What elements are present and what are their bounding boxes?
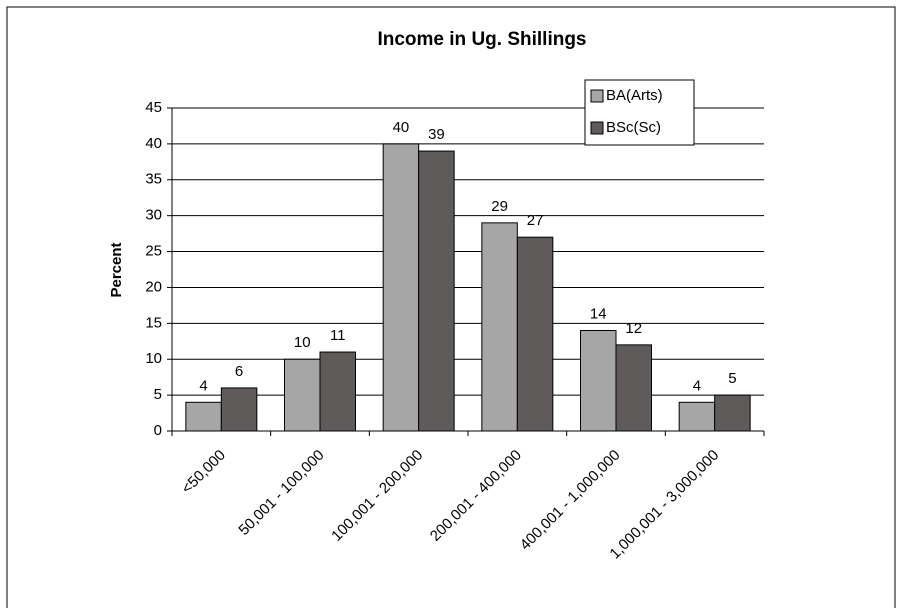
y-tick-label: 40 <box>145 135 162 152</box>
y-tick-label: 35 <box>145 171 162 188</box>
bar <box>418 150 455 432</box>
legend-label: BA(Arts) <box>606 87 663 104</box>
bar <box>714 394 751 432</box>
bar <box>615 344 652 432</box>
bar <box>516 236 554 432</box>
legend-swatch <box>590 89 604 103</box>
y-tick-label: 10 <box>145 350 162 367</box>
data-label: 12 <box>625 320 642 337</box>
bar <box>284 358 321 432</box>
legend-swatch <box>590 121 604 135</box>
data-label: 4 <box>199 377 207 394</box>
data-label: 4 <box>693 377 701 394</box>
data-label: 5 <box>728 370 736 387</box>
y-tick-label: 15 <box>145 314 162 331</box>
data-label: 10 <box>294 334 311 351</box>
data-label: 6 <box>235 363 243 380</box>
y-tick-label: 25 <box>145 243 162 260</box>
data-label: 29 <box>491 198 508 215</box>
legend-label: BSc(Sc) <box>606 119 661 136</box>
bar <box>678 401 716 432</box>
bar <box>220 387 258 432</box>
y-axis-label: Percent <box>108 242 125 297</box>
data-label: 27 <box>527 212 544 229</box>
y-tick-label: 0 <box>154 422 162 439</box>
y-tick-label: 30 <box>145 207 162 224</box>
y-tick-label: 20 <box>145 278 162 295</box>
data-label: 40 <box>393 119 410 136</box>
y-tick-label: 5 <box>154 386 162 403</box>
data-label: 39 <box>428 126 445 143</box>
data-label: 14 <box>590 305 607 322</box>
chart-title: Income in Ug. Shillings <box>377 29 586 50</box>
y-tick-label: 45 <box>145 99 162 116</box>
bar <box>185 401 222 432</box>
data-label: 11 <box>330 327 346 344</box>
bar <box>580 330 617 432</box>
bar <box>319 351 356 432</box>
bar <box>481 222 518 432</box>
bar <box>382 143 420 432</box>
